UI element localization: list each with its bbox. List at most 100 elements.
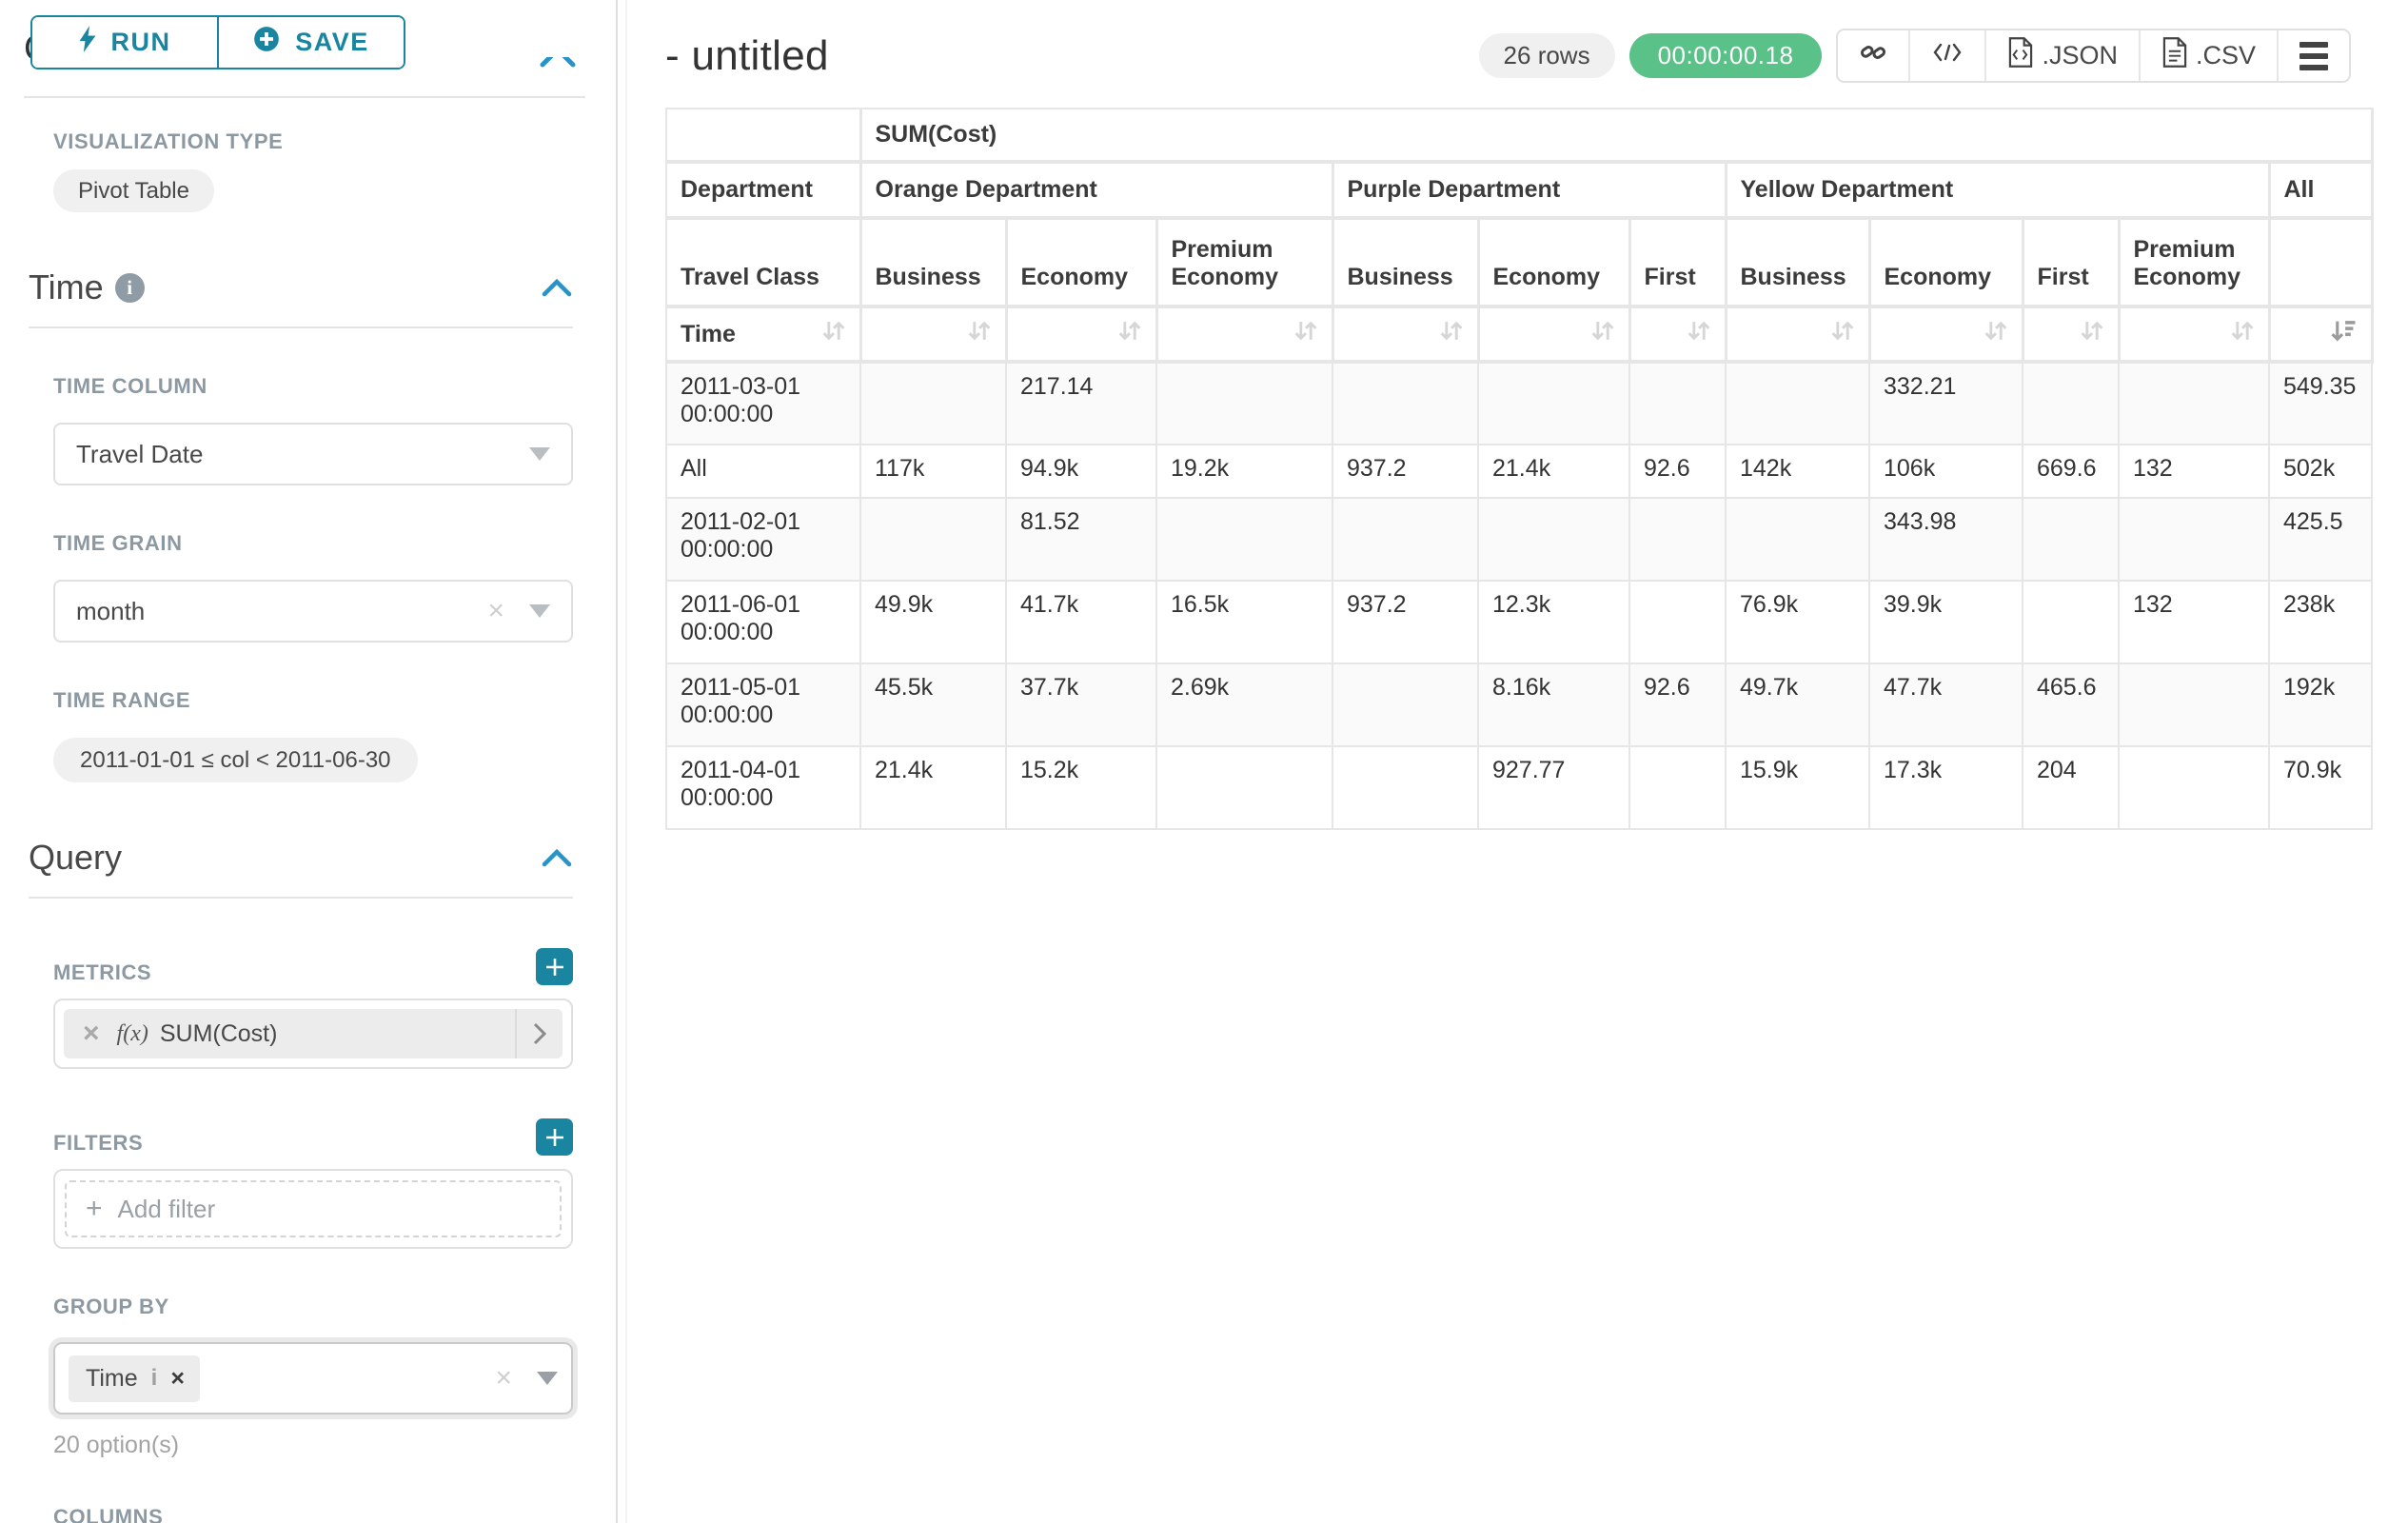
run-button[interactable]: RUN [32, 17, 217, 68]
row-header: 2011-04-01 00:00:00 [665, 745, 861, 830]
pivot-table-container: SUM(Cost) Department Orange Department Purp… [665, 108, 2408, 830]
chevron-down-icon [537, 1372, 558, 1385]
columns-label: COLUMNS [53, 1505, 164, 1523]
sort-icon[interactable] [1438, 318, 1464, 350]
chart-panel: - untitled 26 rows 00:00:00.18 [618, 0, 2408, 1523]
sort-header[interactable] [1628, 306, 1727, 364]
filters-label: FILTERS [53, 1131, 144, 1155]
value-cell: 2.69k [1155, 663, 1333, 747]
travel-class-header: First [1628, 217, 1727, 308]
table-row: 2011-04-01 00:00:00 21.4k 15.2k 927.77 15.9k… [665, 745, 2373, 830]
chevron-right-icon[interactable] [515, 1009, 563, 1058]
metric-name: SUM(Cost) [159, 1019, 278, 1047]
time-column-value: Travel Date [76, 439, 204, 468]
value-cell: 937.2 [1332, 580, 1479, 664]
link-icon [1859, 38, 1887, 73]
sort-header[interactable] [1725, 306, 1871, 364]
sort-icon[interactable] [1116, 318, 1142, 350]
value-cell: 132 [2118, 444, 2270, 499]
sort-header[interactable] [1332, 306, 1480, 364]
remove-tag-icon[interactable]: × [170, 1364, 185, 1392]
department-dimension-header: Department [665, 161, 862, 220]
time-grain-select[interactable]: month × [53, 580, 573, 643]
sort-header[interactable] [1477, 306, 1631, 364]
file-code-icon [2007, 37, 2034, 74]
group-by-select[interactable]: Time i × × [53, 1342, 573, 1414]
value-cell: 15.9k [1725, 745, 1870, 830]
section-divider [29, 897, 573, 899]
query-collapse-chevron-icon[interactable] [541, 847, 573, 868]
value-cell: 343.98 [1868, 497, 2023, 582]
sort-header[interactable] [1155, 306, 1334, 364]
value-cell: 502k [2268, 444, 2373, 499]
sort-header[interactable] [1868, 306, 2024, 364]
add-filter-button[interactable] [536, 1118, 573, 1156]
time-grain-value: month [76, 596, 146, 625]
sort-icon[interactable] [1686, 318, 1711, 350]
value-cell [2118, 745, 2270, 830]
sort-header[interactable] [2268, 306, 2374, 364]
sort-icon[interactable] [820, 318, 846, 350]
table-row: 2011-06-01 00:00:00 49.9k 41.7k 16.5k 937.2 1… [665, 580, 2373, 664]
value-cell: 142k [1725, 444, 1870, 499]
group-by-tag: Time i × [69, 1355, 200, 1402]
value-cell: 70.9k [2268, 745, 2373, 830]
value-cell [859, 497, 1007, 582]
value-cell [1628, 497, 1727, 582]
menu-button[interactable] [2277, 30, 2349, 81]
time-collapse-chevron-icon[interactable] [541, 277, 573, 298]
sort-icon[interactable] [1293, 318, 1318, 350]
add-metric-button[interactable] [536, 948, 573, 985]
sort-icon[interactable] [2229, 318, 2255, 350]
table-row: All 117k 94.9k 19.2k 937.2 21.4k 92.6 142k 106k 6… [665, 444, 2373, 499]
run-save-button-bar: RUN SAVE [30, 15, 405, 69]
value-cell: 12.3k [1477, 580, 1630, 664]
view-query-button[interactable] [1908, 30, 1985, 81]
sort-icon[interactable] [1829, 318, 1855, 350]
export-csv-button[interactable]: .CSV [2138, 30, 2277, 81]
export-toolbar: .JSON .CSV [1836, 29, 2351, 83]
value-cell: 76.9k [1725, 580, 1870, 664]
query-timer-badge: 00:00:00.18 [1628, 33, 1823, 78]
sort-header[interactable] [859, 306, 1008, 364]
add-filter-placeholder: Add filter [117, 1194, 216, 1223]
info-icon: i [114, 272, 145, 303]
sort-icon[interactable] [1983, 318, 2008, 350]
value-cell: 332.21 [1868, 361, 2023, 445]
visualization-type-value[interactable]: Pivot Table [53, 169, 214, 212]
time-column-select[interactable]: Travel Date [53, 423, 573, 485]
remove-metric-icon[interactable]: × [83, 1018, 100, 1049]
value-cell: 15.2k [1005, 745, 1157, 830]
sort-icon[interactable] [966, 318, 992, 350]
value-cell: 45.5k [859, 663, 1007, 747]
value-cell [1155, 745, 1333, 830]
row-header: 2011-03-01 00:00:00 [665, 361, 861, 445]
value-cell: 8.16k [1477, 663, 1630, 747]
time-sort-header[interactable]: Time [665, 306, 862, 364]
sort-header[interactable] [2022, 306, 2121, 364]
add-filter-dropzone[interactable]: + Add filter [65, 1180, 562, 1237]
clear-icon[interactable]: × [495, 1362, 512, 1394]
value-cell: 21.4k [1477, 444, 1630, 499]
chart-title[interactable]: - untitled [665, 31, 829, 79]
department-group-header: Purple Department [1332, 161, 1727, 220]
sort-header[interactable] [2118, 306, 2271, 364]
sort-icon[interactable] [1589, 318, 1615, 350]
save-button[interactable]: SAVE [217, 17, 404, 68]
sort-descending-icon[interactable] [2329, 318, 2358, 350]
group-by-options-hint: 20 option(s) [53, 1432, 180, 1458]
chevron-up-icon[interactable] [539, 57, 582, 70]
time-range-value[interactable]: 2011-01-01 ≤ col < 2011-06-30 [53, 738, 418, 782]
clear-icon[interactable]: × [487, 595, 504, 626]
row-header: 2011-06-01 00:00:00 [665, 580, 861, 664]
export-json-button[interactable]: .JSON [1984, 30, 2139, 81]
share-link-button[interactable] [1838, 30, 1909, 81]
sort-header[interactable] [1005, 306, 1158, 364]
department-group-header: All [2268, 161, 2374, 220]
travel-class-header: Economy [1477, 217, 1631, 308]
corner-cell [665, 108, 862, 164]
metric-item[interactable]: × f(x) SUM(Cost) [64, 1009, 563, 1058]
value-cell [2022, 580, 2120, 664]
value-cell: 81.52 [1005, 497, 1157, 582]
sort-icon[interactable] [2079, 318, 2104, 350]
